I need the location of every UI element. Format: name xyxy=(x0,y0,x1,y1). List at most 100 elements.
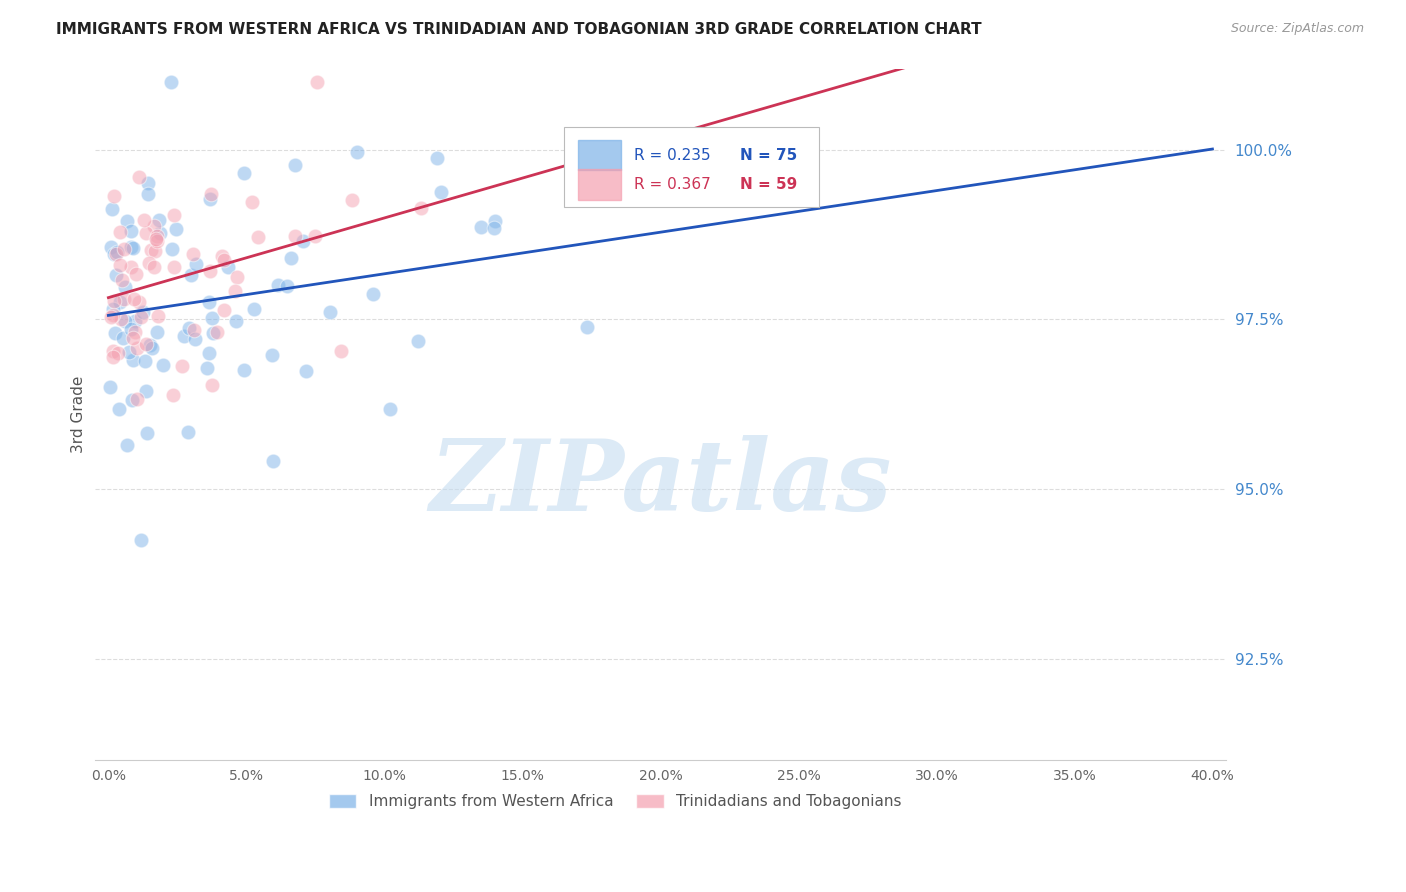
Point xyxy=(163,208,186,222)
Text: R = 0.367: R = 0.367 xyxy=(634,178,711,192)
Point xyxy=(198,192,221,206)
Point xyxy=(363,287,385,301)
Point xyxy=(131,533,153,548)
Point xyxy=(100,310,122,324)
Text: N = 75: N = 75 xyxy=(740,148,797,162)
Point xyxy=(139,244,162,258)
Point xyxy=(134,213,156,227)
Point xyxy=(162,242,184,256)
Point xyxy=(575,320,598,334)
Point xyxy=(127,392,149,406)
Point xyxy=(121,241,143,255)
Point xyxy=(148,213,170,227)
Point xyxy=(232,166,254,180)
Point xyxy=(104,268,127,282)
Point xyxy=(101,350,124,364)
Point xyxy=(135,426,157,441)
Point xyxy=(330,344,353,359)
Point xyxy=(225,314,247,328)
Point xyxy=(115,438,138,452)
Point xyxy=(173,329,195,343)
Point xyxy=(112,242,135,256)
Text: R = 0.235: R = 0.235 xyxy=(634,148,711,162)
Point xyxy=(103,308,125,322)
Point xyxy=(346,145,368,159)
Point xyxy=(114,314,136,328)
FancyBboxPatch shape xyxy=(578,169,621,200)
Point xyxy=(115,214,138,228)
Point xyxy=(103,293,125,308)
Point xyxy=(240,194,263,209)
Point xyxy=(122,353,145,368)
Point xyxy=(108,258,131,272)
Point xyxy=(128,295,150,310)
Legend: Immigrants from Western Africa, Trinidadians and Tobagonians: Immigrants from Western Africa, Trinidad… xyxy=(323,788,907,815)
Point xyxy=(304,228,326,243)
Point xyxy=(111,273,134,287)
Point xyxy=(152,358,174,372)
Point xyxy=(120,322,142,336)
Point xyxy=(429,185,451,199)
Point xyxy=(142,260,165,275)
Point xyxy=(120,239,142,253)
Point xyxy=(128,170,150,185)
FancyBboxPatch shape xyxy=(578,140,621,170)
Point xyxy=(105,244,128,259)
Point xyxy=(149,226,172,240)
Point xyxy=(120,260,142,274)
Point xyxy=(214,302,236,317)
Point xyxy=(112,292,135,306)
Point xyxy=(233,363,256,377)
Point xyxy=(120,224,142,238)
Point xyxy=(484,213,506,227)
Point xyxy=(184,332,207,346)
Point xyxy=(101,344,124,359)
Point xyxy=(103,189,125,203)
Point xyxy=(101,202,124,216)
Point xyxy=(111,331,134,345)
Point xyxy=(138,186,160,201)
Point xyxy=(135,337,157,351)
Point xyxy=(183,247,205,261)
Point xyxy=(104,247,127,261)
Point xyxy=(247,230,270,244)
Point xyxy=(179,268,201,282)
Point xyxy=(183,323,205,337)
Point xyxy=(198,264,221,278)
Point xyxy=(138,256,160,270)
Point xyxy=(305,75,328,89)
Point xyxy=(211,249,233,263)
Point xyxy=(198,294,221,309)
Point xyxy=(122,292,145,306)
Point xyxy=(110,225,132,239)
Point xyxy=(292,234,315,248)
Point xyxy=(224,285,246,299)
Point xyxy=(132,305,155,319)
Point xyxy=(146,234,169,248)
Point xyxy=(201,310,224,325)
Point xyxy=(135,226,157,240)
Point xyxy=(276,278,298,293)
Point xyxy=(177,425,200,439)
Point xyxy=(201,378,224,392)
Point xyxy=(98,380,121,394)
Point xyxy=(145,231,167,245)
Point xyxy=(141,341,163,355)
Point xyxy=(124,325,146,339)
Point xyxy=(134,354,156,368)
Point xyxy=(143,244,166,258)
Point xyxy=(378,402,401,417)
Point xyxy=(103,302,125,317)
Point xyxy=(138,176,160,190)
Point xyxy=(260,348,283,362)
Point xyxy=(125,267,148,281)
Text: IMMIGRANTS FROM WESTERN AFRICA VS TRINIDADIAN AND TOBAGONIAN 3RD GRADE CORRELATI: IMMIGRANTS FROM WESTERN AFRICA VS TRINID… xyxy=(56,22,981,37)
Point xyxy=(284,229,307,244)
Point xyxy=(184,257,207,271)
Point xyxy=(294,364,316,378)
Point xyxy=(201,326,224,341)
Point xyxy=(197,360,219,375)
Point xyxy=(114,279,136,293)
Point xyxy=(284,158,307,172)
Point xyxy=(280,251,302,265)
